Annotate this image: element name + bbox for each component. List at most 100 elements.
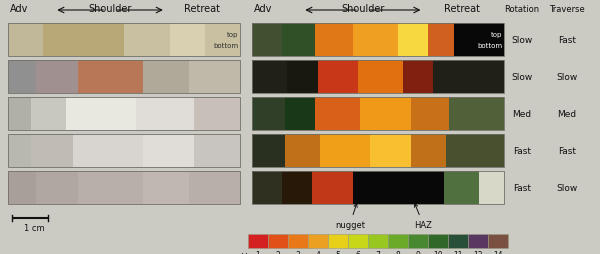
Bar bbox=[315, 24, 353, 57]
Text: 7: 7 bbox=[376, 250, 380, 254]
Bar bbox=[398, 24, 428, 57]
Bar bbox=[388, 234, 408, 248]
Bar bbox=[8, 24, 240, 57]
Bar bbox=[328, 234, 348, 248]
Bar bbox=[252, 171, 504, 204]
Text: 5: 5 bbox=[335, 250, 340, 254]
Bar bbox=[446, 134, 504, 167]
Bar bbox=[370, 134, 411, 167]
Bar bbox=[66, 98, 136, 131]
Bar bbox=[248, 234, 268, 248]
Bar bbox=[77, 171, 143, 204]
Bar bbox=[8, 61, 36, 94]
Bar bbox=[287, 61, 317, 94]
Text: Fast: Fast bbox=[513, 146, 531, 155]
Text: 2: 2 bbox=[275, 250, 280, 254]
Bar bbox=[194, 134, 240, 167]
Bar bbox=[433, 61, 504, 94]
Bar bbox=[8, 98, 31, 131]
Bar bbox=[36, 171, 77, 204]
Bar bbox=[308, 234, 328, 248]
Bar bbox=[428, 24, 454, 57]
Bar bbox=[320, 134, 370, 167]
Text: 10: 10 bbox=[433, 250, 443, 254]
Bar bbox=[428, 234, 448, 248]
Bar bbox=[454, 24, 504, 57]
Bar bbox=[348, 234, 368, 248]
Bar bbox=[252, 171, 282, 204]
Bar bbox=[252, 61, 287, 94]
Bar bbox=[285, 98, 315, 131]
Bar bbox=[252, 98, 504, 131]
Text: Slow: Slow bbox=[511, 73, 533, 82]
Bar bbox=[8, 171, 240, 204]
Bar bbox=[353, 24, 398, 57]
Text: Slow: Slow bbox=[556, 73, 578, 82]
Bar bbox=[8, 61, 240, 94]
Bar bbox=[448, 234, 468, 248]
Bar bbox=[315, 98, 361, 131]
Bar bbox=[408, 234, 428, 248]
Bar bbox=[252, 61, 504, 94]
Text: Traverse: Traverse bbox=[549, 5, 585, 14]
Bar bbox=[403, 171, 443, 204]
Bar bbox=[449, 98, 504, 131]
Bar bbox=[479, 171, 504, 204]
Text: Slow: Slow bbox=[556, 183, 578, 192]
Text: bottom: bottom bbox=[213, 43, 238, 49]
Bar bbox=[143, 134, 194, 167]
Bar bbox=[170, 24, 205, 57]
Text: Rotation: Rotation bbox=[505, 5, 539, 14]
Bar bbox=[8, 24, 240, 57]
Text: 1: 1 bbox=[256, 250, 260, 254]
Text: bottom: bottom bbox=[477, 43, 502, 49]
Bar bbox=[403, 61, 433, 94]
Bar bbox=[73, 134, 143, 167]
Bar bbox=[353, 171, 403, 204]
Bar bbox=[189, 171, 240, 204]
Text: top: top bbox=[227, 31, 238, 37]
Text: 14: 14 bbox=[493, 250, 503, 254]
Bar bbox=[143, 61, 189, 94]
Bar bbox=[313, 171, 353, 204]
Bar bbox=[8, 171, 240, 204]
Text: Fast: Fast bbox=[513, 183, 531, 192]
Bar bbox=[252, 24, 282, 57]
Bar bbox=[189, 61, 240, 94]
Bar bbox=[411, 134, 446, 167]
Bar bbox=[252, 171, 504, 204]
Bar bbox=[8, 98, 240, 131]
Text: 4: 4 bbox=[316, 250, 320, 254]
Bar bbox=[252, 98, 504, 131]
Bar bbox=[282, 24, 315, 57]
Bar bbox=[252, 134, 504, 167]
Text: nugget: nugget bbox=[335, 204, 365, 229]
Text: Slow: Slow bbox=[511, 36, 533, 45]
Bar bbox=[252, 134, 504, 167]
Bar bbox=[8, 134, 240, 167]
Bar bbox=[252, 24, 504, 57]
Bar bbox=[194, 98, 240, 131]
Text: 3: 3 bbox=[296, 250, 301, 254]
Bar bbox=[488, 234, 508, 248]
Text: Retreat: Retreat bbox=[443, 4, 479, 14]
Bar bbox=[136, 98, 194, 131]
Bar bbox=[443, 171, 479, 204]
Bar bbox=[268, 234, 288, 248]
Text: 9: 9 bbox=[416, 250, 421, 254]
Text: Med: Med bbox=[512, 109, 532, 119]
Bar bbox=[411, 98, 449, 131]
Text: Retreat: Retreat bbox=[184, 4, 220, 14]
Text: 11: 11 bbox=[453, 250, 463, 254]
Bar bbox=[143, 171, 189, 204]
Bar bbox=[77, 61, 143, 94]
Text: Med: Med bbox=[557, 109, 577, 119]
Bar bbox=[124, 24, 170, 57]
Bar bbox=[368, 234, 388, 248]
Bar bbox=[31, 98, 66, 131]
Bar bbox=[8, 24, 43, 57]
Bar bbox=[252, 24, 504, 57]
Text: top: top bbox=[491, 31, 502, 37]
Bar bbox=[8, 61, 240, 94]
Bar bbox=[31, 134, 73, 167]
